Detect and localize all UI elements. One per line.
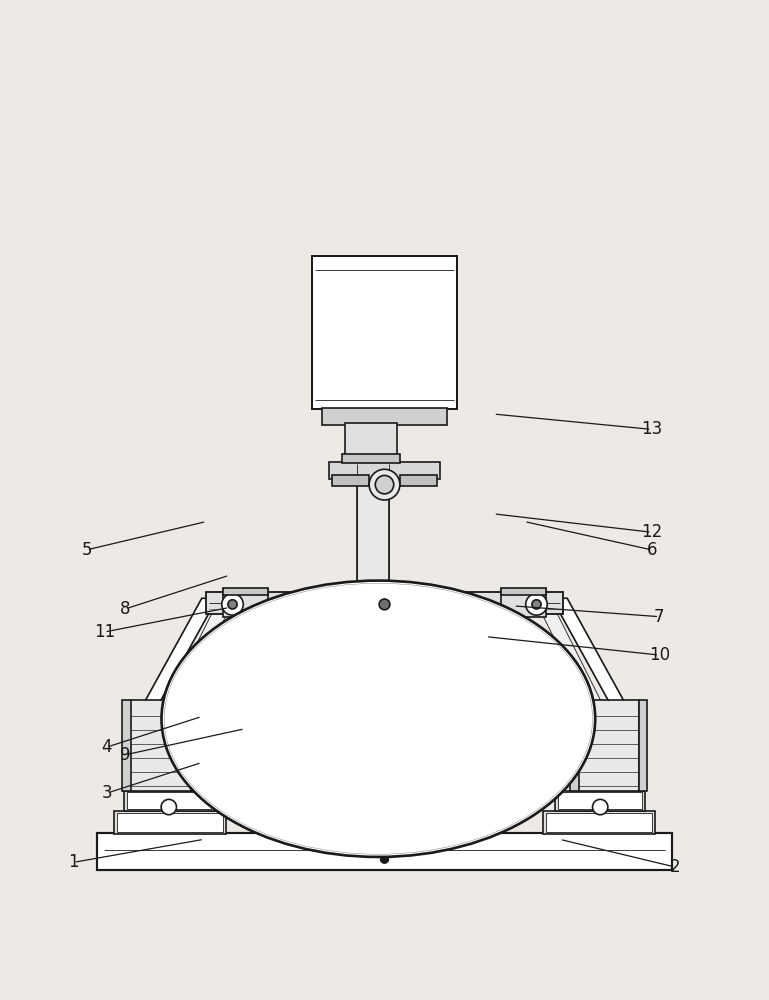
Bar <box>357 464 389 598</box>
Circle shape <box>381 855 388 863</box>
Bar <box>341 454 400 463</box>
Bar <box>124 791 214 811</box>
Polygon shape <box>534 598 601 701</box>
Bar <box>639 700 647 791</box>
Text: 10: 10 <box>649 646 670 664</box>
Bar <box>345 423 397 455</box>
Bar <box>97 833 672 870</box>
Circle shape <box>369 469 400 500</box>
Text: 11: 11 <box>94 623 115 641</box>
Bar <box>332 475 369 486</box>
Bar <box>118 813 222 832</box>
Text: 8: 8 <box>120 600 130 618</box>
Circle shape <box>379 599 390 610</box>
Bar <box>130 700 191 791</box>
Text: 6: 6 <box>647 541 657 559</box>
Bar <box>354 597 392 607</box>
Bar <box>223 588 268 595</box>
Bar <box>321 408 448 425</box>
Bar <box>122 700 131 791</box>
Bar <box>571 700 580 791</box>
Circle shape <box>161 799 176 815</box>
Bar <box>311 256 458 409</box>
Bar <box>206 592 563 614</box>
Polygon shape <box>168 598 235 701</box>
Circle shape <box>593 799 608 815</box>
Circle shape <box>532 600 541 609</box>
Bar <box>547 813 651 832</box>
Text: 13: 13 <box>641 420 662 438</box>
Polygon shape <box>552 598 624 701</box>
Text: 2: 2 <box>669 858 680 876</box>
Polygon shape <box>145 598 217 701</box>
Circle shape <box>526 594 548 615</box>
Ellipse shape <box>161 581 595 857</box>
Text: 7: 7 <box>654 608 664 626</box>
Bar <box>363 588 406 595</box>
Bar <box>127 792 211 809</box>
Bar <box>400 475 437 486</box>
Circle shape <box>228 600 237 609</box>
Circle shape <box>375 475 394 494</box>
Bar <box>191 700 198 791</box>
Circle shape <box>221 594 243 615</box>
Text: 9: 9 <box>120 746 130 764</box>
Bar <box>115 811 225 834</box>
Bar <box>555 791 645 811</box>
Text: 12: 12 <box>641 523 662 541</box>
Circle shape <box>372 592 397 617</box>
Text: 3: 3 <box>102 784 112 802</box>
Bar <box>558 792 642 809</box>
Bar <box>329 462 440 479</box>
Text: 1: 1 <box>68 853 79 871</box>
Text: 4: 4 <box>102 738 112 756</box>
Bar <box>501 588 546 595</box>
Bar <box>544 811 654 834</box>
Bar <box>363 589 406 617</box>
Bar <box>223 589 268 617</box>
Text: 5: 5 <box>82 541 92 559</box>
Bar <box>501 589 546 617</box>
Bar <box>578 700 639 791</box>
